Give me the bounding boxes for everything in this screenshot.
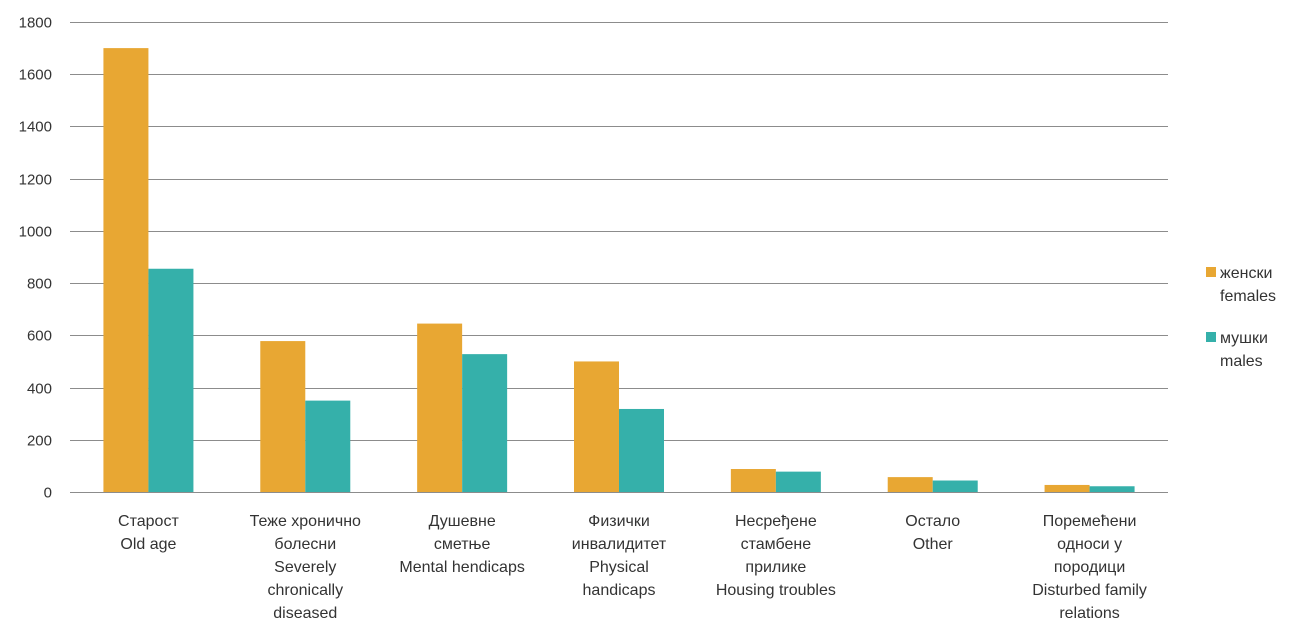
- legend-swatch: [1206, 332, 1216, 342]
- bar: [932, 480, 978, 492]
- y-tick-label: 800: [27, 276, 52, 293]
- y-tick-label: 200: [27, 433, 52, 450]
- bar: [462, 354, 508, 492]
- gridlines: [70, 22, 1168, 493]
- y-tick-label: 1200: [19, 172, 52, 189]
- bar: [260, 341, 306, 492]
- legend-label: женски females: [1220, 265, 1276, 305]
- category-label: Физички инвалидитет Physical handicaps: [572, 513, 667, 599]
- y-tick-label: 1600: [19, 67, 52, 84]
- category-label: Несређене стамбене прилике Housing troubles: [716, 513, 836, 599]
- bar: [1044, 484, 1090, 492]
- bar: [1089, 486, 1135, 492]
- y-tick-label: 1000: [19, 224, 52, 241]
- bar: [148, 268, 194, 492]
- category-label: Поремећени односи у породици Disturbed fami…: [1032, 513, 1147, 622]
- legend-label: мушки males: [1220, 330, 1268, 370]
- bars: [103, 48, 1135, 492]
- bar: [775, 471, 821, 492]
- bar: [574, 361, 619, 492]
- category-label: Теже хронично болесни Severely chronically d…: [250, 513, 361, 622]
- y-tick-label: 400: [27, 381, 52, 398]
- category-label: Старост Old age: [118, 513, 179, 553]
- y-axis-tick-labels: 0 200 400 600 800 1000 1200 1400 1600 1800: [19, 15, 52, 502]
- legend: женски females мушки males: [1206, 265, 1276, 370]
- category-label: Душевне сметње Mental hendicaps: [399, 513, 524, 576]
- legend-swatch: [1206, 267, 1216, 277]
- bar: [305, 400, 351, 492]
- y-tick-label: 0: [44, 485, 52, 502]
- x-axis-category-labels: Старост Old age Теже хронично болесни Severe…: [118, 513, 1147, 622]
- y-tick-label: 600: [27, 328, 52, 345]
- bar: [730, 469, 776, 492]
- y-tick-label: 1400: [19, 119, 52, 136]
- category-label: Остало Other: [905, 513, 960, 553]
- bar: [103, 48, 149, 492]
- bar: [619, 408, 664, 492]
- bar: [417, 323, 463, 492]
- y-tick-label: 1800: [19, 15, 52, 32]
- bar: [887, 477, 933, 492]
